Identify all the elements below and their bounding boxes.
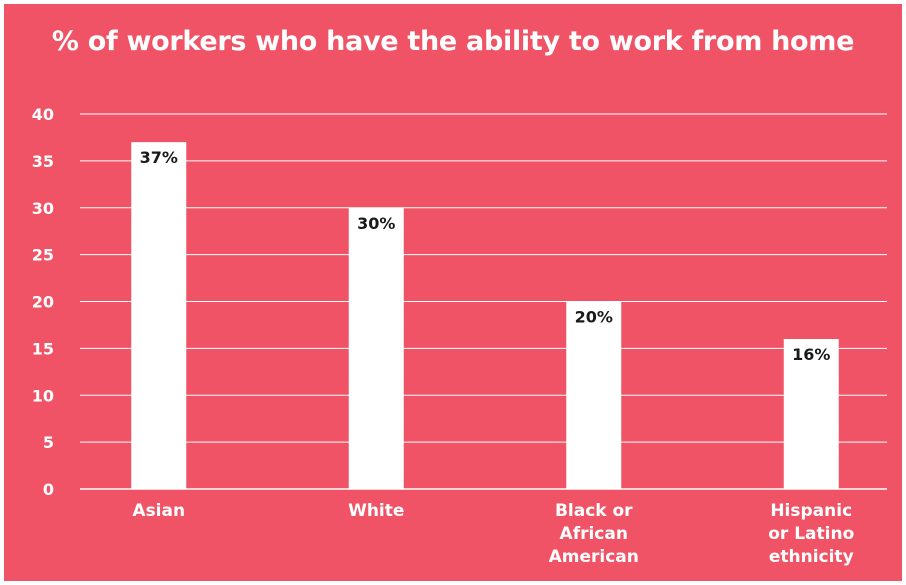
data-label-1: 37%	[140, 148, 178, 167]
category-label-3-line-1: Black or	[555, 501, 633, 521]
category-label-1: Asian	[132, 501, 185, 521]
y-tick-label-15: 15	[32, 339, 54, 358]
y-tick-label-0: 0	[43, 480, 54, 499]
y-tick-label-30: 30	[32, 199, 54, 218]
data-labels: 37% 30% 20% 16%	[140, 148, 831, 364]
category-label-4-line-1: Hispanic	[770, 501, 852, 521]
chart-title: % of workers who have the ability to wor…	[51, 26, 855, 57]
bars	[131, 142, 839, 489]
y-tick-label-10: 10	[32, 386, 54, 405]
y-tick-label-5: 5	[43, 433, 54, 452]
category-label-4-line-2: or Latino	[768, 524, 854, 544]
category-label-3-line-3: American	[549, 547, 639, 567]
data-label-4: 16%	[792, 345, 830, 364]
bar-1	[131, 142, 187, 489]
category-label-4-line-3: ethnicity	[769, 547, 854, 567]
y-tick-label-40: 40	[32, 105, 54, 124]
data-label-2: 30%	[357, 214, 395, 233]
y-tick-label-35: 35	[32, 152, 54, 171]
gridlines	[80, 113, 887, 490]
y-axis-ticks: 0 5 10 15 20 25 30 35 40	[32, 105, 54, 499]
bar-4	[783, 339, 839, 489]
y-tick-label-20: 20	[32, 293, 54, 312]
category-label-3-line-2: African	[560, 524, 628, 544]
bar-3	[566, 301, 622, 489]
category-label-2: White	[348, 501, 404, 521]
y-tick-label-25: 25	[32, 246, 54, 265]
x-axis-labels: Asian White Black or African American Hispani…	[132, 501, 854, 567]
bar-2	[348, 207, 404, 489]
data-label-3: 20%	[575, 308, 613, 327]
